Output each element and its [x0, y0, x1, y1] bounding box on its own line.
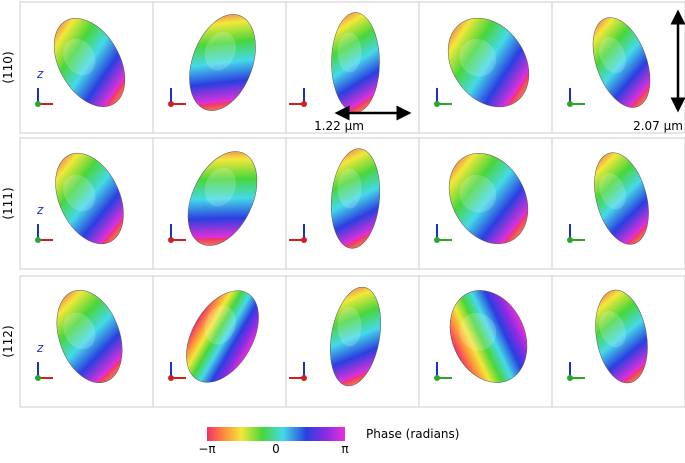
axis-label: z [36, 203, 44, 217]
particle [595, 289, 648, 384]
axis-dot [301, 237, 307, 243]
height-annotation: 2.07 µm [633, 119, 683, 133]
particle [447, 17, 530, 108]
colorbar-label: Phase (radians) [366, 427, 459, 441]
axis-dot [567, 375, 573, 381]
particle [592, 17, 651, 108]
particle [330, 148, 381, 249]
axis-dot [434, 237, 440, 243]
particle-shade [459, 312, 497, 351]
particle [449, 290, 528, 383]
row-label: (111) [1, 187, 15, 219]
particle-shade [459, 38, 497, 77]
particle [53, 18, 126, 107]
row-label: (110) [1, 51, 15, 83]
particle [56, 289, 123, 384]
axis-dot [35, 101, 41, 107]
particle-shade [63, 174, 96, 212]
colorbar-tick: −π [198, 442, 215, 456]
particle-shade [204, 31, 236, 71]
width-annotation: 1.22 µm [314, 119, 364, 133]
colorbar [207, 427, 345, 441]
particle-shade [337, 168, 362, 209]
particle-shade [459, 174, 497, 213]
axis-dot [301, 101, 307, 107]
axis-dot [434, 101, 440, 107]
particle-shade [63, 312, 96, 350]
particle [55, 152, 124, 245]
axis-dot [168, 101, 174, 107]
axis-dot [168, 237, 174, 243]
axis-dot [567, 237, 573, 243]
particle-shade [204, 305, 236, 345]
particle-shade [337, 306, 362, 347]
axis-dot [301, 375, 307, 381]
axis-dot [168, 375, 174, 381]
axis-label: z [36, 341, 44, 355]
axis-dot [35, 375, 41, 381]
particle [186, 290, 259, 383]
particle [189, 14, 256, 111]
axis-dot [35, 237, 41, 243]
particle [448, 152, 529, 245]
particle-shade [599, 310, 626, 348]
particle-shade [204, 167, 236, 207]
particle-shade [599, 172, 626, 210]
colorbar-tick: π [341, 442, 348, 456]
particle [187, 151, 258, 246]
particle-shade [63, 38, 96, 76]
axis-label: z [36, 67, 44, 81]
particle-shade [337, 32, 362, 73]
particle [594, 152, 649, 245]
axis-dot [567, 101, 573, 107]
particle-shade [599, 36, 626, 74]
axis-dot [434, 375, 440, 381]
particle [330, 286, 381, 387]
colorbar-tick: 0 [272, 442, 280, 456]
row-label: (112) [1, 325, 15, 357]
